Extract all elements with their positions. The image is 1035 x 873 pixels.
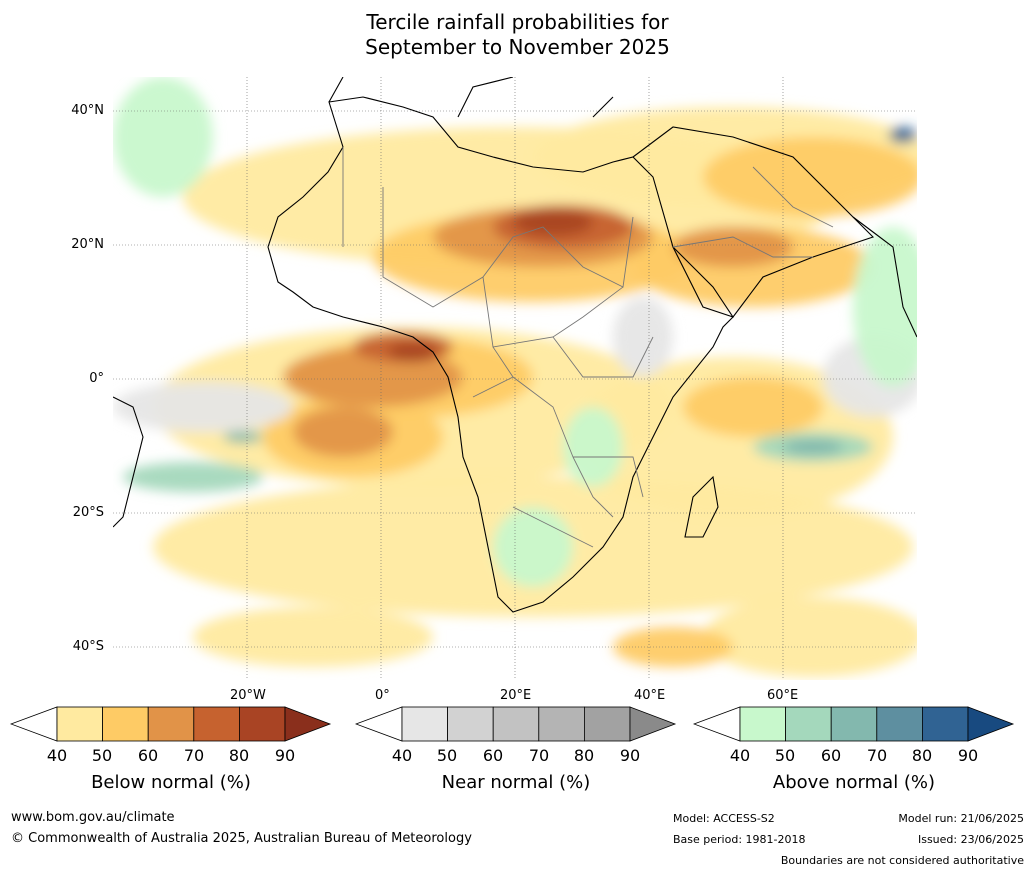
- colorbar-above: 40 50 60 70 80 90 Above normal (%): [692, 705, 1015, 793]
- colorbar-near-swatch-4: [538, 706, 585, 742]
- colorbar-near-tick-60: 60: [482, 746, 504, 765]
- country-boundaries: [342, 147, 834, 548]
- colorbar-near-upper-extension: [629, 706, 677, 742]
- colorbar-above-swatch-4: [876, 706, 923, 742]
- lat-label-20n: 20°N: [71, 237, 104, 252]
- colorbar-below-tick-90: 90: [274, 746, 296, 765]
- title-line-2: September to November 2025: [365, 35, 670, 59]
- model-name: Model: ACCESS-S2: [673, 812, 775, 825]
- colorbar-above-swatches: [692, 706, 1015, 742]
- lon-label-20w: 20°W: [230, 688, 266, 703]
- issued-date: Issued: 23/06/2025: [917, 833, 1024, 846]
- colorbar-above-upper-extension: [967, 706, 1015, 742]
- bom-website-link[interactable]: www.bom.gov.au/climate: [11, 810, 175, 825]
- model-run-date: Model run: 21/06/2025: [898, 812, 1024, 825]
- colorbar-near: 40 50 60 70 80 90 Near normal (%): [354, 705, 677, 793]
- map-title: Tercile rainfall probabilities for Septe…: [0, 10, 1035, 60]
- colorbar-below: 40 50 60 70 80 90 Below normal (%): [9, 705, 332, 793]
- lon-label-60e: 60°E: [767, 688, 799, 703]
- colorbar-near-label: Near normal (%): [441, 772, 591, 793]
- colorbar-near-swatches: [354, 706, 677, 742]
- colorbar-above-tick-90: 90: [957, 746, 979, 765]
- lat-label-20s: 20°S: [72, 505, 104, 520]
- lon-label-0: 0°: [375, 688, 390, 703]
- coastlines: [113, 77, 917, 613]
- colorbar-below-swatch-2: [102, 706, 149, 742]
- colorbar-near-swatch-1: [401, 706, 448, 742]
- colorbar-below-upper-extension: [284, 706, 332, 742]
- lat-label-0: 0°: [89, 371, 104, 386]
- colorbar-above-swatch-5: [921, 706, 969, 742]
- colorbar-below-label: Below normal (%): [91, 772, 251, 793]
- lon-label-40e: 40°E: [634, 688, 666, 703]
- lat-label-40s: 40°S: [72, 639, 104, 654]
- colorbar-above-tick-80: 80: [911, 746, 933, 765]
- colorbar-near-lower-extension: [354, 706, 403, 742]
- colorbar-above-tick-50: 50: [774, 746, 796, 765]
- colorbar-near-swatch-3: [492, 706, 540, 742]
- colorbar-above-swatch-3: [830, 706, 878, 742]
- colorbar-near-tick-50: 50: [436, 746, 458, 765]
- colorbar-above-swatch-1: [739, 706, 786, 742]
- colorbar-near-tick-40: 40: [391, 746, 413, 765]
- colorbar-below-swatch-3: [147, 706, 195, 742]
- colorbar-below-tick-60: 60: [137, 746, 159, 765]
- colorbar-below-swatch-5: [238, 706, 286, 742]
- colorbar-above-tick-40: 40: [729, 746, 751, 765]
- boundaries-disclaimer: Boundaries are not considered authoritat…: [780, 854, 1024, 867]
- colorbar-below-swatch-4: [193, 706, 240, 742]
- colorbar-near-tick-90: 90: [619, 746, 641, 765]
- colorbar-below-tick-80: 80: [228, 746, 250, 765]
- lon-label-20e: 20°E: [500, 688, 532, 703]
- colorbar-near-swatch-2: [447, 706, 494, 742]
- map-canvas: [113, 77, 917, 680]
- colorbar-near-tick-80: 80: [573, 746, 595, 765]
- colorbar-above-tick-70: 70: [866, 746, 888, 765]
- colorbar-near-swatch-5: [583, 706, 631, 742]
- colorbar-below-tick-70: 70: [183, 746, 205, 765]
- title-line-1: Tercile rainfall probabilities for: [366, 10, 669, 34]
- lat-label-40n: 40°N: [71, 103, 104, 118]
- colorbar-above-swatch-2: [785, 706, 832, 742]
- colorbar-above-lower-extension: [692, 706, 741, 742]
- colorbar-below-swatches: [9, 706, 332, 742]
- colorbar-above-label: Above normal (%): [772, 772, 936, 793]
- rainfall-probability-map: [113, 77, 917, 680]
- colorbar-near-tick-70: 70: [528, 746, 550, 765]
- colorbar-below-lower-extension: [9, 706, 58, 742]
- colorbar-below-tick-40: 40: [46, 746, 68, 765]
- copyright-text: © Commonwealth of Australia 2025, Austra…: [11, 831, 472, 846]
- base-period: Base period: 1981-2018: [673, 833, 806, 846]
- colorbar-below-tick-50: 50: [91, 746, 113, 765]
- colorbar-below-swatch-1: [56, 706, 103, 742]
- colorbar-above-tick-60: 60: [820, 746, 842, 765]
